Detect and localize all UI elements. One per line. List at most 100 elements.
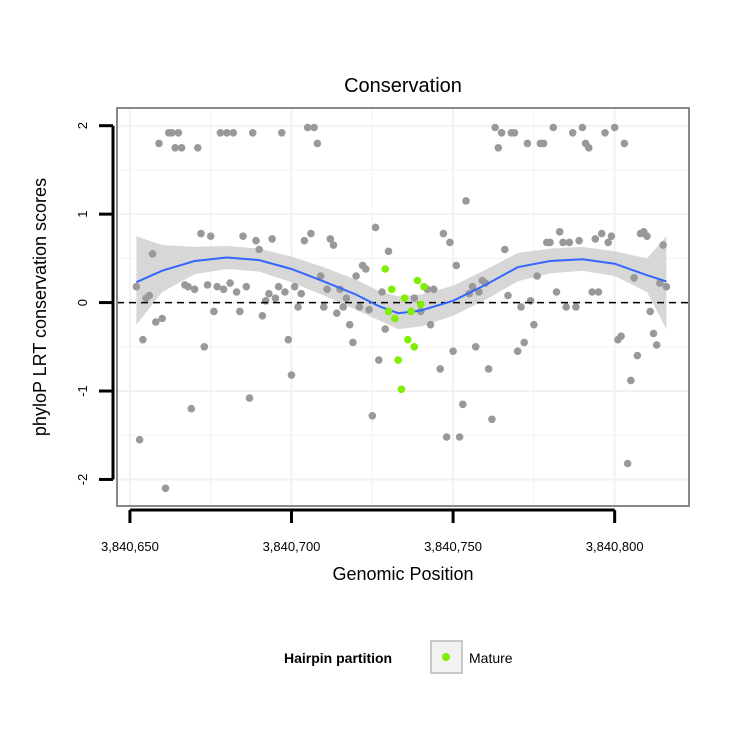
data-point-other xyxy=(313,139,322,148)
data-point-mature xyxy=(381,265,390,273)
data-point-other xyxy=(194,144,202,152)
data-point-other xyxy=(274,282,283,291)
data-point-other xyxy=(627,376,635,385)
data-point-other xyxy=(362,265,370,273)
data-point-other xyxy=(494,144,503,152)
data-point-other xyxy=(161,484,170,493)
data-point-other xyxy=(504,291,512,300)
data-point-other xyxy=(594,288,603,296)
data-point-other xyxy=(643,232,651,240)
data-point-other xyxy=(184,282,192,291)
data-point-other xyxy=(426,320,435,329)
data-point-other xyxy=(610,123,619,132)
points-other xyxy=(132,123,671,493)
legend: Hairpin partition Mature xyxy=(284,640,513,674)
legend-label-mature: Mature xyxy=(469,650,513,666)
data-point-other xyxy=(488,415,496,424)
y-tick-label: -2 xyxy=(75,474,90,486)
data-point-other xyxy=(410,294,419,303)
data-point-other xyxy=(452,261,461,270)
data-point-other xyxy=(281,288,289,296)
data-point-other xyxy=(533,272,541,280)
data-point-other xyxy=(649,329,658,338)
data-point-other xyxy=(265,289,273,298)
data-point-other xyxy=(236,307,244,316)
data-point-other xyxy=(190,285,199,294)
data-point-other xyxy=(268,235,276,243)
data-point-other xyxy=(242,282,251,291)
data-point-other xyxy=(200,343,209,351)
data-point-other xyxy=(623,459,632,468)
data-point-other xyxy=(429,285,438,294)
data-point-other xyxy=(497,129,506,137)
data-point-other xyxy=(559,238,567,247)
data-point-other xyxy=(203,281,212,289)
data-point-other xyxy=(226,279,234,287)
data-point-other xyxy=(148,250,157,258)
data-point-other xyxy=(213,282,221,291)
data-point-other xyxy=(568,129,577,137)
data-point-other xyxy=(585,144,593,152)
data-point-other xyxy=(239,232,247,240)
data-point-other xyxy=(510,129,519,137)
data-point-other xyxy=(294,303,302,311)
data-point-other xyxy=(187,404,196,413)
data-point-other xyxy=(523,139,532,148)
data-point-other xyxy=(597,229,606,238)
data-point-other xyxy=(539,139,548,148)
data-point-other xyxy=(174,129,183,137)
data-point-other xyxy=(310,123,318,132)
smooth-curve xyxy=(135,256,667,315)
data-point-mature xyxy=(410,343,419,351)
data-point-other xyxy=(219,285,228,294)
data-point-other xyxy=(261,297,270,305)
data-point-mature xyxy=(384,307,393,316)
data-point-other xyxy=(155,139,163,148)
data-point-other xyxy=(135,435,144,444)
data-point-other xyxy=(620,139,629,148)
data-point-other xyxy=(258,312,267,320)
data-point-other xyxy=(245,394,254,402)
chart-title: Conservation xyxy=(344,75,462,97)
x-tick-label: 3,840,700 xyxy=(263,539,321,554)
data-point-other xyxy=(530,320,538,329)
data-point-other xyxy=(342,294,351,303)
x-axis-label: Genomic Position xyxy=(332,564,473,584)
data-point-other xyxy=(471,343,480,351)
data-point-other xyxy=(323,285,331,294)
data-point-other xyxy=(158,314,166,323)
x-tick-label: 3,840,750 xyxy=(424,539,482,554)
data-point-other xyxy=(278,129,286,137)
data-point-other xyxy=(252,236,260,245)
data-point-other xyxy=(197,229,205,238)
data-point-other xyxy=(284,335,293,344)
legend-key-mature xyxy=(442,653,450,661)
data-point-other xyxy=(216,129,225,137)
data-point-mature xyxy=(397,385,406,394)
data-point-other xyxy=(659,241,667,249)
data-point-mature xyxy=(407,307,415,316)
data-point-other xyxy=(206,232,215,240)
data-point-other xyxy=(355,303,364,311)
confidence-band xyxy=(136,236,667,330)
data-point-other xyxy=(575,236,583,245)
data-point-other xyxy=(572,303,580,311)
data-point-other xyxy=(371,223,380,232)
data-point-other xyxy=(549,123,558,132)
x-axis: 3,840,650 3,840,700 3,840,750 3,840,800 xyxy=(101,508,644,554)
data-point-other xyxy=(168,129,176,137)
data-point-other xyxy=(588,288,596,296)
data-point-other xyxy=(223,129,231,137)
data-point-other xyxy=(339,303,348,311)
data-point-other xyxy=(513,347,522,356)
y-axis: -2 -1 0 1 2 xyxy=(75,122,115,486)
data-point-other xyxy=(375,356,383,364)
y-tick-label: -1 xyxy=(75,385,90,397)
data-point-other xyxy=(384,247,393,256)
data-point-other xyxy=(449,347,457,356)
data-point-other xyxy=(484,365,493,373)
data-point-other xyxy=(326,235,335,243)
data-point-other xyxy=(591,235,600,243)
y-tick-label: 0 xyxy=(75,299,90,306)
